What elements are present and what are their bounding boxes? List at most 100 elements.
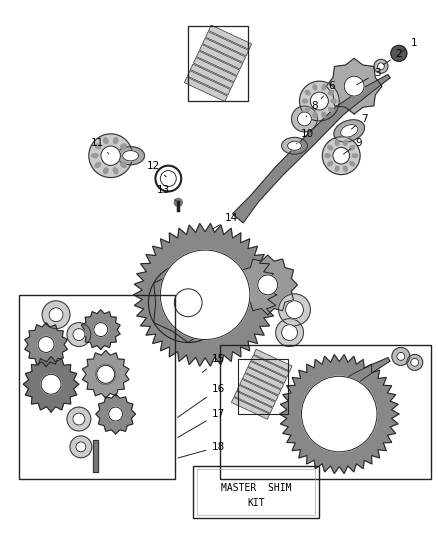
Bar [242,373,280,395]
Circle shape [291,106,317,132]
Polygon shape [95,394,135,434]
Ellipse shape [334,140,338,146]
Circle shape [73,413,85,425]
Circle shape [73,329,85,341]
Ellipse shape [312,85,316,90]
Text: 13: 13 [156,185,176,201]
Text: 18: 18 [177,442,224,458]
Circle shape [96,365,114,383]
Text: 12: 12 [146,160,166,177]
Circle shape [390,45,406,61]
Ellipse shape [113,168,117,174]
Text: 8: 8 [305,101,317,117]
Bar [205,31,248,56]
Ellipse shape [333,120,364,142]
Text: 1: 1 [400,38,416,52]
Bar [193,58,236,82]
Text: 17: 17 [177,409,224,438]
Ellipse shape [281,138,307,154]
Circle shape [373,59,387,73]
Ellipse shape [95,163,100,167]
Bar [237,359,287,414]
Circle shape [41,374,61,394]
Ellipse shape [328,91,333,95]
Text: 3: 3 [356,68,379,85]
Circle shape [101,146,120,165]
Circle shape [160,171,176,187]
Bar [253,349,291,371]
Circle shape [278,294,310,326]
Ellipse shape [92,154,98,158]
Ellipse shape [327,161,332,166]
Text: 14: 14 [212,213,238,229]
Circle shape [310,92,328,110]
Polygon shape [279,354,398,473]
Circle shape [67,322,91,346]
Ellipse shape [117,147,144,165]
Ellipse shape [321,112,325,117]
Ellipse shape [343,140,346,146]
Circle shape [299,81,339,121]
Bar [92,440,98,472]
Text: 9: 9 [343,138,362,154]
Ellipse shape [287,141,301,150]
Circle shape [42,301,70,329]
Ellipse shape [113,138,117,143]
Bar [231,397,269,419]
Circle shape [174,289,201,317]
Text: KIT: KIT [247,498,264,508]
Ellipse shape [351,154,357,158]
Circle shape [257,275,277,295]
Polygon shape [133,223,276,366]
Polygon shape [237,255,297,314]
Circle shape [297,112,311,126]
Ellipse shape [324,154,329,158]
Circle shape [406,354,422,370]
Ellipse shape [312,112,316,117]
Polygon shape [25,322,67,366]
Bar [188,26,247,101]
Text: 11: 11 [91,138,109,154]
Ellipse shape [103,138,108,143]
Ellipse shape [328,107,333,112]
Ellipse shape [330,99,336,103]
Ellipse shape [301,99,307,103]
Ellipse shape [123,154,129,158]
Circle shape [95,365,115,384]
Circle shape [174,198,182,206]
Polygon shape [232,75,389,223]
Circle shape [410,358,418,366]
Bar [184,77,227,101]
Ellipse shape [349,146,354,150]
Ellipse shape [304,91,309,95]
Polygon shape [153,263,222,343]
Ellipse shape [103,168,108,174]
Circle shape [391,348,409,365]
Polygon shape [23,357,79,412]
Text: 6: 6 [320,81,334,99]
Circle shape [321,137,359,175]
Circle shape [49,308,63,321]
Polygon shape [82,351,129,398]
Circle shape [285,301,303,319]
Circle shape [94,322,107,336]
Text: 15: 15 [202,354,224,373]
Circle shape [281,325,297,341]
Text: 10: 10 [296,129,313,144]
Bar [219,344,430,479]
Circle shape [70,436,92,458]
Ellipse shape [304,107,309,112]
Circle shape [396,352,404,360]
Bar [19,295,175,479]
Bar [251,356,289,377]
Bar [245,367,283,389]
Circle shape [88,134,132,177]
Circle shape [332,147,349,164]
Circle shape [343,76,363,96]
Ellipse shape [120,144,126,149]
Text: 7: 7 [350,114,367,129]
Bar [193,466,318,519]
Bar [196,51,239,76]
Bar [202,38,245,62]
Circle shape [38,336,54,352]
